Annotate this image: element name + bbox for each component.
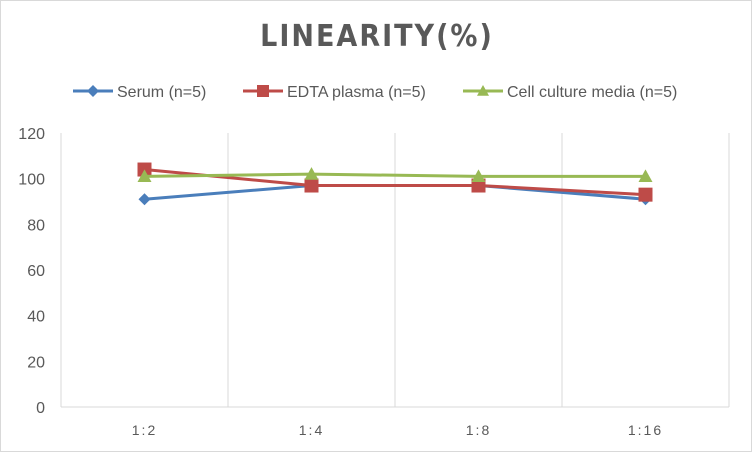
x-tick-label: 1:16 (628, 422, 663, 438)
legend-marker (87, 85, 99, 97)
data-point (137, 169, 152, 182)
legend-label: Serum (n=5) (117, 84, 206, 101)
chart-title: LINEARITY(%) (260, 19, 494, 54)
data-point (138, 193, 151, 206)
series-line (144, 172, 646, 178)
y-tick-label: 20 (27, 354, 45, 371)
y-tick-label: 0 (36, 400, 45, 417)
x-tick-label: 1:4 (299, 422, 324, 438)
legend-label: EDTA plasma (n=5) (287, 84, 426, 101)
data-point (471, 169, 486, 182)
series-line (144, 168, 646, 197)
data-point (304, 178, 319, 193)
data-point (638, 187, 653, 202)
legend-marker (477, 85, 489, 96)
y-tick-label: 120 (18, 126, 45, 143)
x-tick-label: 1:8 (466, 422, 491, 438)
y-tick-label: 100 (18, 172, 45, 189)
y-tick-label: 80 (27, 217, 45, 234)
y-tick-label: 60 (27, 263, 45, 280)
legend-marker (257, 85, 269, 97)
x-tick-label: 1:2 (132, 422, 157, 438)
data-point (638, 169, 653, 182)
y-tick-label: 40 (27, 309, 45, 326)
data-point (471, 178, 486, 193)
legend-label: Cell culture media (n=5) (507, 84, 677, 101)
data-point (304, 167, 319, 180)
